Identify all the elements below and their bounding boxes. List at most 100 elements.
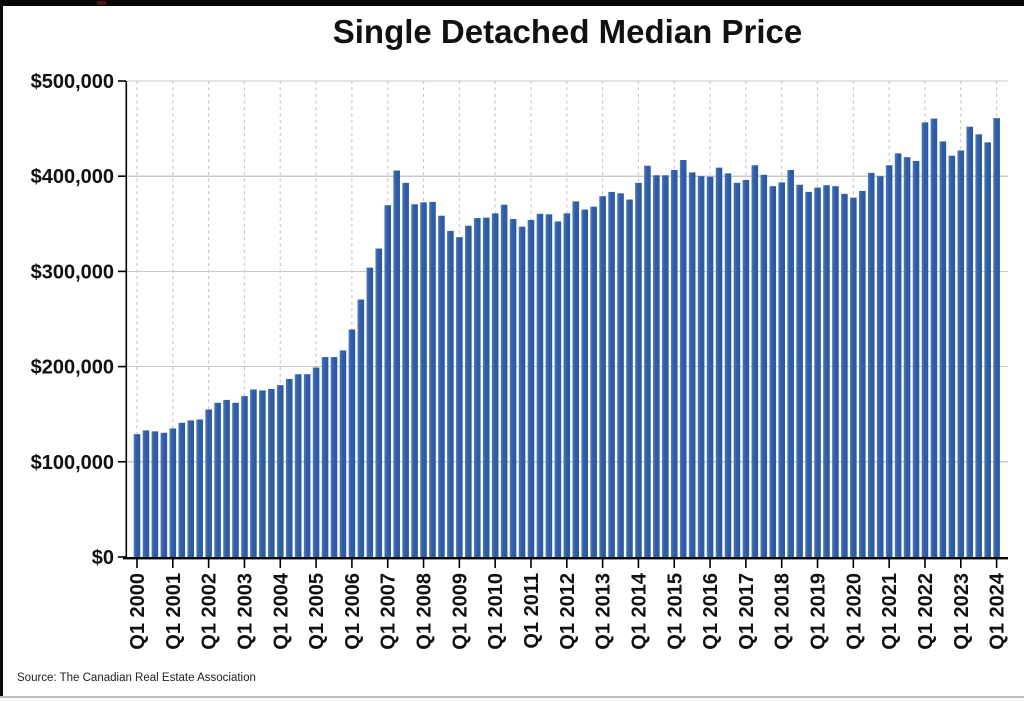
bar: [285, 378, 293, 559]
bar: [330, 357, 338, 559]
bar: [688, 172, 696, 559]
x-axis-label: Q1 2014: [628, 572, 650, 650]
bar: [232, 402, 239, 559]
bar: [644, 165, 651, 560]
x-axis-label: Q1 2013: [593, 573, 615, 650]
bar: [608, 191, 615, 559]
bar: [921, 122, 929, 559]
bar: [223, 399, 230, 559]
bar: [456, 237, 463, 559]
x-axis-label: Q1 2009: [449, 573, 471, 650]
bar: [590, 206, 597, 559]
bar: [491, 213, 499, 559]
bar: [697, 176, 705, 559]
bar: [912, 160, 920, 559]
bar: [339, 350, 347, 559]
bars: [133, 118, 1000, 560]
x-axis-label: Q1 2004: [270, 572, 292, 650]
bar: [742, 180, 750, 559]
bar: [151, 431, 159, 559]
x-axis-label: Q1 2020: [843, 573, 865, 650]
x-axis-label: Q1 2008: [414, 573, 436, 650]
bar: [348, 329, 356, 559]
bar: [214, 402, 221, 559]
x-axis-label: Q1 2021: [879, 573, 901, 650]
x-axis-label: Q1 2001: [163, 573, 185, 650]
bar: [366, 267, 374, 559]
bar: [572, 201, 580, 559]
bar: [357, 299, 365, 559]
x-axis-label: Q1 2005: [306, 573, 328, 650]
bar: [473, 218, 481, 559]
bar: [715, 167, 723, 559]
bar: [411, 204, 418, 559]
x-axis-label: Q1 2002: [199, 573, 221, 650]
axes: [118, 80, 1008, 568]
bar: [894, 153, 902, 559]
bar: [930, 118, 938, 559]
chart-title: Single Detached Median Price: [332, 13, 803, 50]
bar: [733, 182, 741, 560]
bar: [957, 150, 965, 559]
bar: [975, 134, 982, 559]
bar: [778, 182, 785, 559]
bar: [653, 175, 660, 559]
bar: [536, 213, 544, 560]
bar: [178, 422, 186, 559]
bar: [545, 214, 553, 559]
bar: [142, 430, 150, 559]
bar: [841, 193, 848, 559]
axis-labels: $0 $100,000 $200,000 $300,000 $400,000 $500,0…: [31, 71, 1009, 650]
bar: [321, 357, 329, 559]
bar: [670, 170, 678, 559]
bar: [581, 209, 589, 559]
bar: [823, 185, 830, 560]
bar: [760, 174, 768, 559]
bar: [420, 202, 427, 559]
bar: [133, 434, 141, 559]
x-axis-label: Q1 2017: [736, 573, 758, 650]
bar: [187, 420, 195, 559]
y-axis-label: $200,000: [31, 357, 114, 379]
x-axis-label: Q1 2018: [772, 573, 794, 650]
x-axis-label: Q1 2023: [951, 573, 973, 650]
bar: [966, 126, 974, 559]
bar: [259, 390, 266, 559]
bar: [626, 199, 633, 559]
bar: [205, 409, 212, 559]
bar: [169, 428, 177, 559]
chrome-speck: [97, 1, 106, 5]
x-axis-label: Q1 2024: [987, 572, 1009, 650]
browser-chrome-strip: [0, 0, 1024, 6]
x-axis-label: Q1 2006: [342, 573, 364, 650]
bar: [984, 142, 991, 559]
bar: [599, 196, 606, 559]
bar: [787, 170, 794, 559]
bar: [482, 217, 490, 560]
x-axis-label: Q1 2003: [234, 573, 256, 650]
bar: [518, 226, 526, 559]
bar: [876, 176, 884, 559]
bar: [832, 186, 839, 559]
bar: [465, 225, 472, 559]
bar: [429, 201, 436, 559]
bar: [885, 165, 893, 559]
bar: [375, 248, 383, 560]
x-axis-label: Q1 2016: [700, 573, 722, 650]
bar: [993, 118, 1000, 559]
bar: [196, 419, 203, 559]
bar: [438, 215, 445, 559]
left-border: [0, 0, 3, 697]
bar: [509, 219, 517, 560]
bar: [724, 173, 732, 559]
x-axis-label: Q1 2000: [127, 573, 149, 650]
bar: [662, 175, 669, 559]
bar: [402, 182, 409, 560]
bar: [276, 385, 284, 559]
bar: [948, 155, 956, 560]
x-axis-label: Q1 2019: [808, 573, 830, 650]
y-axis-label: $0: [92, 547, 114, 569]
bar: [850, 197, 857, 559]
bar: [268, 388, 275, 559]
